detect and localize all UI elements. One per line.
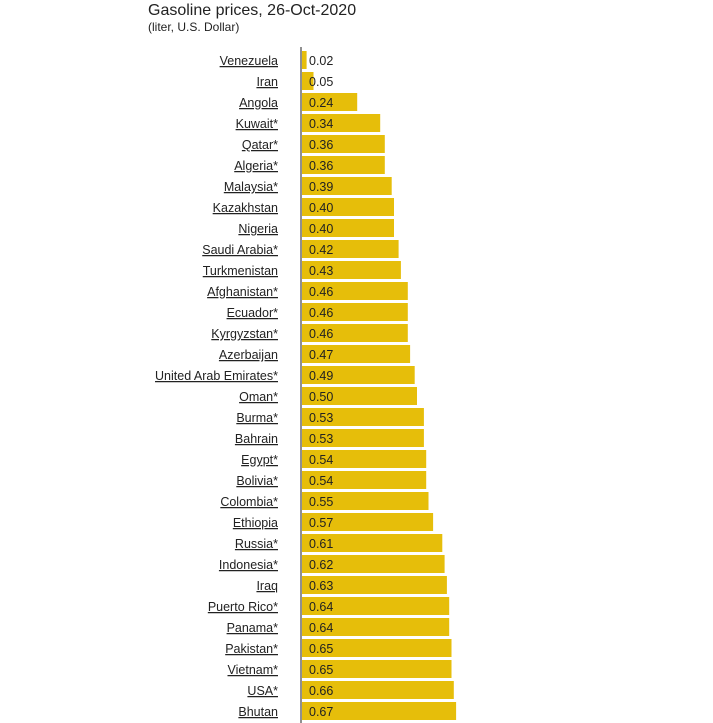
- bar: [302, 324, 408, 342]
- bar: [302, 576, 447, 594]
- category-label: United Arab Emirates*: [155, 369, 278, 383]
- value-label: 0.66: [309, 684, 333, 698]
- bar: [302, 387, 417, 405]
- bar: [302, 429, 424, 447]
- value-label: 0.57: [309, 516, 333, 530]
- value-label: 0.46: [309, 285, 333, 299]
- value-label: 0.46: [309, 306, 333, 320]
- value-label: 0.54: [309, 453, 333, 467]
- category-label: Iraq: [256, 579, 278, 593]
- value-label: 0.63: [309, 579, 333, 593]
- chart-subtitle: (liter, U.S. Dollar): [148, 20, 240, 34]
- value-label: 0.61: [309, 537, 333, 551]
- category-label: Turkmenistan: [203, 264, 278, 278]
- category-label: Panama*: [227, 621, 279, 635]
- category-label: Malaysia*: [224, 180, 278, 194]
- value-label: 0.24: [309, 96, 333, 110]
- bar: [302, 555, 445, 573]
- value-label: 0.05: [309, 75, 333, 89]
- category-label: Kuwait*: [236, 117, 279, 131]
- category-label: Afghanistan*: [207, 285, 278, 299]
- category-label: Saudi Arabia*: [202, 243, 278, 257]
- bar: [302, 702, 457, 720]
- bar: [302, 471, 427, 489]
- category-label: Colombia*: [220, 495, 278, 509]
- value-label: 0.49: [309, 369, 333, 383]
- category-label: Oman*: [239, 390, 278, 404]
- bar: [302, 51, 307, 69]
- bar: [302, 366, 415, 384]
- bar: [302, 240, 399, 258]
- value-label: 0.43: [309, 264, 333, 278]
- bar: [302, 450, 427, 468]
- category-label: Egypt*: [241, 453, 278, 467]
- bar: [302, 72, 314, 90]
- chart-title: Gasoline prices, 26-Oct-2020: [148, 2, 357, 19]
- category-label: Nigeria: [238, 222, 278, 236]
- bar: [302, 681, 454, 699]
- value-label: 0.46: [309, 327, 333, 341]
- value-label: 0.36: [309, 159, 333, 173]
- category-label: Vietnam*: [228, 663, 279, 677]
- value-label: 0.53: [309, 432, 333, 446]
- category-label: Ethiopia: [233, 516, 278, 530]
- bar: [302, 282, 408, 300]
- category-label: Bhutan: [238, 705, 278, 719]
- value-label: 0.50: [309, 390, 333, 404]
- category-label: Ecuador*: [227, 306, 279, 320]
- bar: [302, 660, 452, 678]
- bar: [302, 513, 434, 531]
- category-label: Kazakhstan: [213, 201, 278, 215]
- value-label: 0.40: [309, 222, 333, 236]
- bar: [302, 156, 385, 174]
- bar: [302, 219, 394, 237]
- bar: [302, 114, 381, 132]
- value-label: 0.67: [309, 705, 333, 719]
- value-label: 0.53: [309, 411, 333, 425]
- value-label: 0.65: [309, 663, 333, 677]
- value-label: 0.54: [309, 474, 333, 488]
- bar: [302, 534, 443, 552]
- value-label: 0.62: [309, 558, 333, 572]
- category-label: Bolivia*: [236, 474, 278, 488]
- category-label: Indonesia*: [219, 558, 278, 572]
- value-label: 0.34: [309, 117, 333, 131]
- value-label: 0.47: [309, 348, 333, 362]
- category-label: Algeria*: [234, 159, 278, 173]
- category-label: Burma*: [236, 411, 278, 425]
- value-label: 0.65: [309, 642, 333, 656]
- value-label: 0.42: [309, 243, 333, 257]
- value-label: 0.40: [309, 201, 333, 215]
- bar: [302, 597, 450, 615]
- value-label: 0.64: [309, 600, 333, 614]
- bar: [302, 639, 452, 657]
- category-label: Angola: [239, 96, 278, 110]
- category-label: Qatar*: [242, 138, 278, 152]
- category-label: Bahrain: [235, 432, 278, 446]
- bar: [302, 135, 385, 153]
- bar: [302, 261, 401, 279]
- category-label: Puerto Rico*: [208, 600, 278, 614]
- category-label: Kyrgyzstan*: [211, 327, 278, 341]
- category-label: Azerbaijan: [219, 348, 278, 362]
- bar: [302, 198, 394, 216]
- bar: [302, 93, 358, 111]
- category-label: USA*: [247, 684, 278, 698]
- value-label: 0.36: [309, 138, 333, 152]
- category-label: Russia*: [235, 537, 278, 551]
- value-label: 0.55: [309, 495, 333, 509]
- category-label: Pakistan*: [225, 642, 278, 656]
- value-label: 0.39: [309, 180, 333, 194]
- value-label: 0.02: [309, 54, 333, 68]
- bar: [302, 492, 429, 510]
- bar: [302, 408, 424, 426]
- bar: [302, 618, 450, 636]
- bar: [302, 177, 392, 195]
- value-label: 0.64: [309, 621, 333, 635]
- category-label: Iran: [256, 75, 278, 89]
- bar: [302, 345, 411, 363]
- category-label: Venezuela: [220, 54, 278, 68]
- bar: [302, 303, 408, 321]
